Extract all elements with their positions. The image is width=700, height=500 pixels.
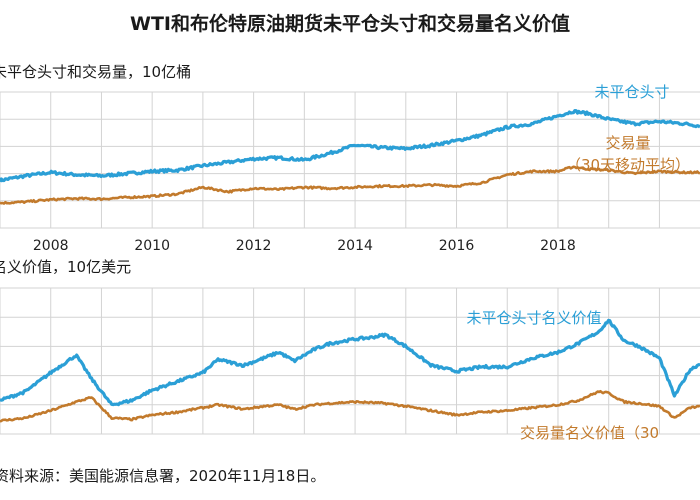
chart-title: WTI和布伦特原油期货未平仓头寸和交易量名义价值 [130,12,570,35]
x-tick-label: 2010 [134,238,170,254]
series-label-volume: 交易量名义价值（30 [520,424,659,442]
series-label-volume: 交易量 [605,134,650,152]
bottom-panel-title: 名义价值，10亿美元 [0,258,131,276]
series-line-open-interest [0,318,700,407]
x-tick-label: 2014 [337,238,373,254]
series-line-volume [0,389,700,423]
x-tick-label: 2012 [236,238,272,254]
series-label-open-interest: 未平仓头寸 [594,83,669,101]
x-tick-label: 2018 [540,238,576,254]
series-line-volume [0,165,700,205]
x-tick-label: 2016 [439,238,475,254]
series-label-open-interest: 未平仓头寸名义价值 [466,309,601,327]
source-note: 资料来源：美国能源信息署，2020年11月18日。 [0,467,325,485]
series-label-volume: （30天移动平均） [566,156,690,174]
x-tick-label: 2008 [33,238,69,254]
series-line-open-interest [0,108,700,183]
top-panel-title: 未平仓头寸和交易量，10亿桶 [0,63,191,81]
